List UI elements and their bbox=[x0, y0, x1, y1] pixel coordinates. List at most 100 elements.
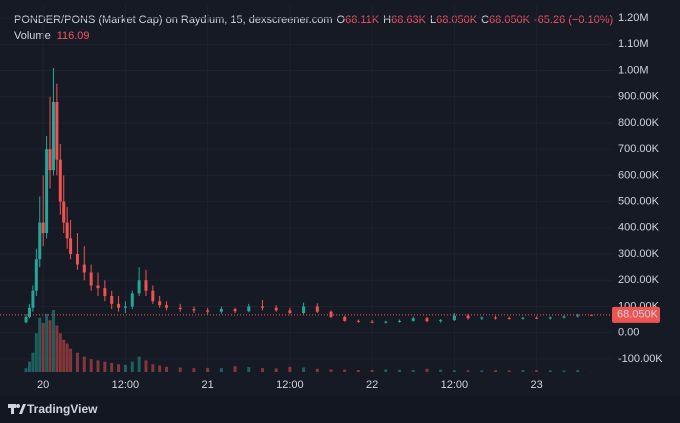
volume-bar bbox=[247, 367, 251, 372]
volume-bar bbox=[45, 313, 49, 372]
ohlc-value: 68.11K bbox=[345, 14, 380, 26]
volume-bar bbox=[302, 367, 306, 372]
volume-bar bbox=[151, 364, 155, 372]
candle-body bbox=[356, 320, 360, 322]
candle-body bbox=[302, 306, 306, 314]
volume-bar bbox=[38, 317, 42, 372]
candle-body bbox=[62, 201, 66, 223]
candle-body bbox=[51, 101, 55, 171]
y-tick-label: 0.00 bbox=[618, 327, 639, 339]
candle-body bbox=[137, 280, 141, 294]
candle-body bbox=[110, 295, 114, 304]
y-tick-label: -100.00K bbox=[618, 353, 663, 365]
candle-body bbox=[576, 315, 580, 317]
candle-body bbox=[439, 320, 443, 322]
volume-bar bbox=[41, 322, 45, 372]
volume-bar bbox=[535, 370, 539, 372]
candle-body bbox=[41, 222, 45, 234]
volume-bar bbox=[117, 364, 121, 372]
volume-bar bbox=[51, 310, 55, 372]
ohlc-value: 68.050K bbox=[489, 14, 531, 26]
ohlc-value: 68.050K bbox=[436, 14, 478, 26]
volume-bar bbox=[274, 368, 278, 372]
candle-body bbox=[45, 149, 49, 234]
volume-bar bbox=[206, 367, 210, 372]
x-tick-label: 21 bbox=[202, 379, 214, 391]
volume-label: Volume bbox=[14, 30, 51, 42]
volume-bar bbox=[562, 370, 566, 372]
volume-bar bbox=[329, 369, 333, 372]
candle-body bbox=[34, 259, 38, 291]
candle-body bbox=[562, 316, 566, 318]
y-tick-label: 1.10M bbox=[618, 38, 649, 50]
volume-bar bbox=[82, 356, 86, 372]
candle-body bbox=[192, 309, 196, 311]
candle-body bbox=[233, 309, 237, 312]
candle-body bbox=[206, 310, 210, 312]
candle-body bbox=[69, 238, 73, 255]
candle-body bbox=[103, 288, 107, 296]
volume-bar bbox=[48, 320, 52, 372]
y-tick-label: 900.00K bbox=[618, 91, 660, 103]
tradingview-logo bbox=[8, 404, 26, 414]
candle-body bbox=[274, 307, 278, 311]
x-tick-label: 23 bbox=[530, 379, 542, 391]
candle-body bbox=[165, 305, 169, 308]
volume-bar bbox=[384, 369, 388, 372]
y-tick-label: 600.00K bbox=[618, 169, 660, 181]
candle-body bbox=[38, 222, 42, 260]
candle-body bbox=[425, 318, 429, 322]
ohlc-key: O bbox=[337, 14, 346, 26]
candle-body bbox=[548, 317, 552, 319]
volume-bar bbox=[260, 368, 264, 372]
volume-bar bbox=[178, 367, 182, 372]
volume-bar bbox=[192, 368, 196, 372]
candle-body bbox=[219, 309, 223, 312]
last-price-label: 68.050K bbox=[617, 309, 659, 321]
volume-bar bbox=[493, 370, 497, 372]
volume-bar bbox=[576, 370, 580, 372]
volume-bar bbox=[24, 368, 28, 372]
volume-bar bbox=[96, 360, 100, 372]
candle-body bbox=[411, 318, 415, 321]
candle-body bbox=[452, 315, 456, 321]
volume-bar bbox=[110, 362, 114, 372]
volume-bar bbox=[27, 361, 31, 372]
volume-bar bbox=[158, 365, 162, 372]
volume-bar bbox=[507, 370, 511, 372]
candle-body bbox=[82, 264, 86, 273]
symbol: PONDER/PONS (Market Cap) on Raydium, 15,… bbox=[14, 14, 333, 26]
change: -65.26 (−0.10%) bbox=[534, 14, 613, 26]
volume-bar bbox=[103, 361, 107, 372]
volume-bar bbox=[439, 369, 443, 372]
volume-bar bbox=[356, 370, 360, 372]
volume-bar bbox=[69, 348, 73, 372]
candle-body bbox=[398, 320, 402, 322]
volume-bar bbox=[521, 370, 525, 372]
volume-bar bbox=[55, 325, 59, 372]
volume-bar bbox=[123, 364, 127, 372]
candle-body bbox=[507, 317, 511, 319]
y-tick-label: 300.00K bbox=[618, 248, 660, 260]
candle-body bbox=[315, 306, 319, 312]
candle-body bbox=[521, 317, 525, 319]
last-price-tag bbox=[612, 306, 660, 323]
candle-body bbox=[247, 306, 251, 312]
candle-body bbox=[55, 101, 59, 160]
volume-bar bbox=[75, 352, 79, 372]
candle-body bbox=[75, 254, 79, 265]
candle-body bbox=[130, 293, 134, 307]
volume-bar bbox=[315, 368, 319, 372]
candle-body bbox=[370, 321, 374, 323]
volume-bar bbox=[31, 352, 35, 372]
volume-bar bbox=[34, 333, 38, 372]
candle-body bbox=[288, 310, 292, 314]
volume-legend: Volume 116.09 bbox=[14, 30, 90, 42]
volume-bar bbox=[137, 356, 141, 372]
candle-body bbox=[144, 280, 148, 291]
y-tick-label: 200.00K bbox=[618, 274, 660, 286]
candle-body bbox=[24, 316, 28, 323]
volume-bar bbox=[466, 370, 470, 372]
candle-body bbox=[384, 321, 388, 323]
volume-bar bbox=[219, 368, 223, 372]
